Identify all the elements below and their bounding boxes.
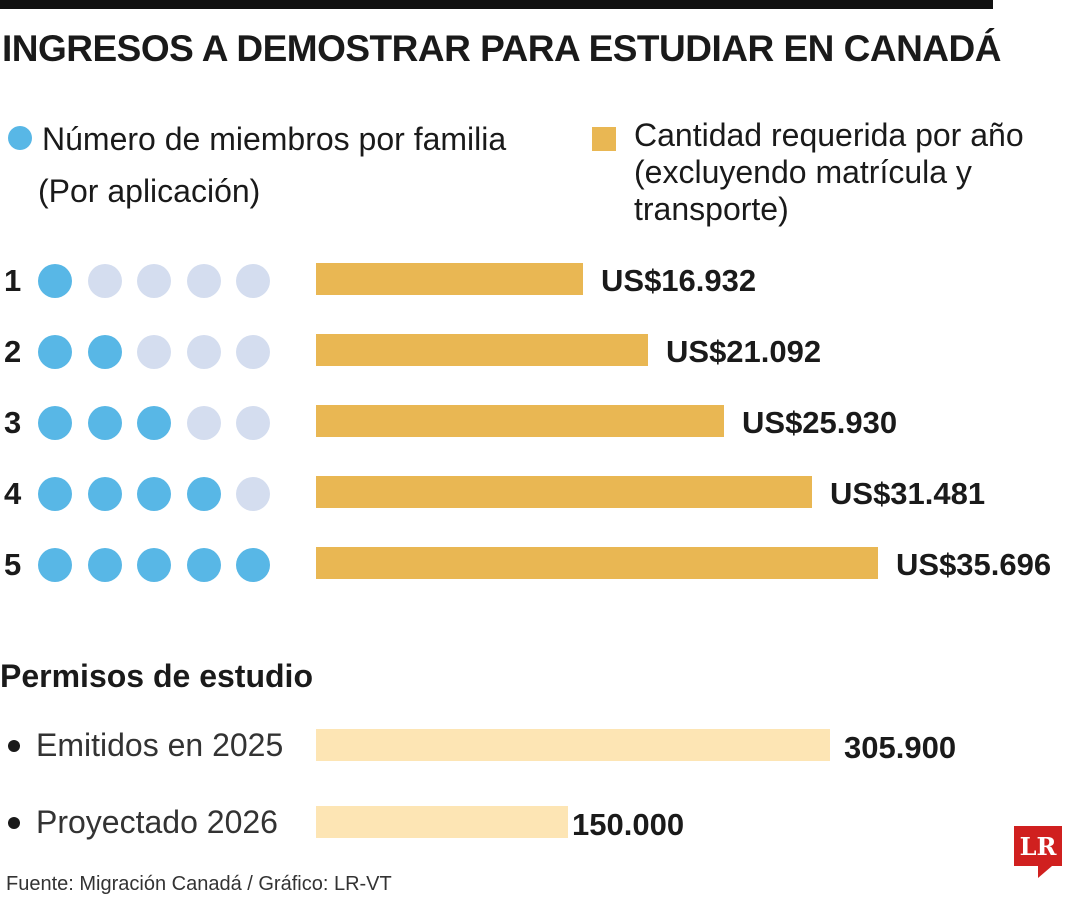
- permit-bar: [316, 806, 568, 838]
- legend-amount-swatch: [592, 127, 616, 151]
- member-dot-empty: [236, 406, 270, 440]
- legend-members-label: Número de miembros por familia: [42, 121, 507, 157]
- member-dot-empty: [186, 406, 221, 440]
- permit-label: Emitidos en 2025: [36, 727, 284, 763]
- row-label-5: 5: [4, 547, 22, 582]
- amount-value-label-1: US$16.932: [601, 263, 757, 298]
- row-label-2: 2: [4, 334, 22, 369]
- row-label-4: 4: [4, 476, 22, 511]
- amount-bar-1: [316, 263, 583, 295]
- member-dot-empty: [137, 335, 171, 369]
- member-dot-empty: [236, 477, 270, 511]
- permits-section-title: Permisos de estudio: [0, 658, 313, 694]
- member-dot-filled: [186, 477, 221, 511]
- amount-value-label-3: US$25.930: [742, 405, 898, 440]
- permit-bar: [316, 729, 830, 761]
- member-dot-empty: [137, 264, 171, 298]
- amount-value-label-2: US$21.092: [666, 334, 822, 369]
- member-dot-filled: [38, 477, 72, 511]
- lr-logo-text: LR: [1019, 831, 1057, 861]
- member-dot-empty: [186, 264, 221, 298]
- member-dot-filled: [38, 335, 72, 369]
- member-dot-empty: [236, 264, 270, 298]
- amount-bar-4: [316, 476, 812, 508]
- member-dot-filled: [87, 477, 122, 511]
- amount-bar-3: [316, 405, 724, 437]
- permit-bullet: [8, 817, 20, 829]
- permit-value-label: 305.900: [844, 730, 957, 765]
- legend-members-swatch: [8, 126, 32, 150]
- permit-bullet: [8, 740, 20, 752]
- chart-title: INGRESOS A DEMOSTRAR PARA ESTUDIAR EN CA…: [2, 28, 1001, 69]
- member-dot-filled: [137, 548, 171, 582]
- legend-amount-label: Cantidad requerida por año (excluyendo m…: [634, 117, 1024, 227]
- member-dot-filled: [236, 548, 270, 582]
- member-dot-filled: [186, 548, 221, 582]
- amount-value-label-5: US$35.696: [896, 547, 1052, 582]
- member-dot-filled: [137, 477, 171, 511]
- row-label-3: 3: [4, 405, 22, 440]
- member-dot-filled: [38, 548, 72, 582]
- member-dot-empty: [186, 335, 221, 369]
- lr-logo: LR: [1014, 826, 1062, 866]
- member-dot-filled: [38, 406, 72, 440]
- row-label-1: 1: [4, 263, 22, 298]
- permit-value-label: 150.000: [572, 807, 685, 842]
- amount-bar-2: [316, 334, 648, 366]
- member-dot-filled: [87, 335, 122, 369]
- permit-label: Proyectado 2026: [36, 804, 278, 840]
- lr-logo-tail: [1038, 866, 1052, 878]
- member-dot-filled: [137, 406, 171, 440]
- member-dot-filled: [87, 406, 122, 440]
- source-note: Fuente: Migración Canadá / Gráfico: LR-V…: [6, 873, 392, 895]
- member-dot-empty: [236, 335, 270, 369]
- legend-members-sublabel: (Por aplicación): [38, 173, 261, 209]
- amount-bar-5: [316, 547, 878, 579]
- member-dot-empty: [87, 264, 122, 298]
- amount-value-label-4: US$31.481: [830, 476, 986, 511]
- top-rule: [0, 0, 993, 9]
- member-dot-filled: [87, 548, 122, 582]
- member-dot-filled: [38, 264, 72, 298]
